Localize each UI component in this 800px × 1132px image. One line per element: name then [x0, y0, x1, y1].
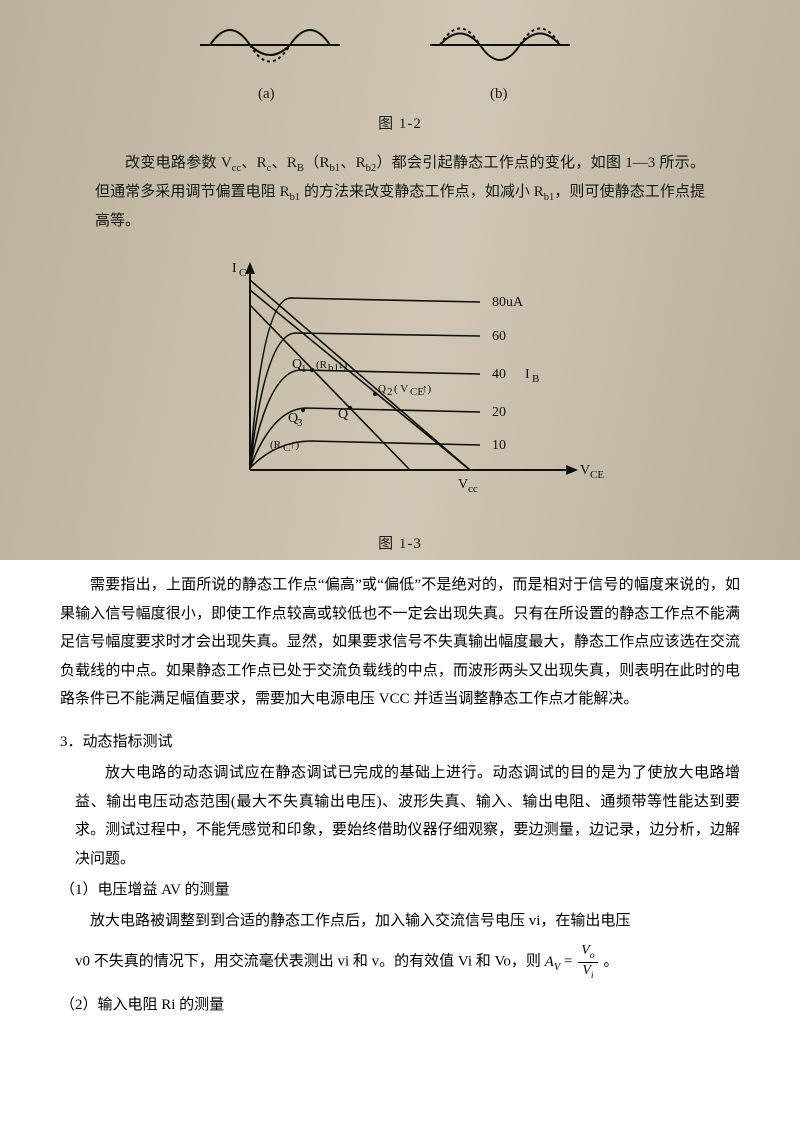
svg-text:3: 3: [297, 417, 303, 429]
ib-value-20: 20: [492, 405, 506, 420]
svg-text:I: I: [525, 367, 530, 382]
svg-text:CE: CE: [590, 469, 604, 481]
svg-text:C: C: [239, 267, 246, 279]
svg-text:V: V: [580, 463, 590, 478]
svg-text:Q: Q: [378, 383, 386, 395]
ib-value-60: 60: [492, 329, 506, 344]
svg-text:1: 1: [301, 363, 307, 375]
svg-text:(R: (R: [316, 359, 328, 371]
photo-paragraph: 改变电路参数 Vcc、Rc、RB（Rb1、Rb2）都会引起静态工作点的变化，如图…: [95, 150, 705, 235]
paragraph-1: 需要指出，上面所说的静态工作点“偏高”或“偏低”不是绝对的，而是相对于信号的幅度…: [60, 571, 740, 714]
svg-text:I: I: [232, 261, 237, 276]
figure-1-2-caption: 图 1-2: [0, 110, 800, 139]
svg-text:↑): ↑): [422, 383, 432, 395]
svg-text:↑): ↑): [290, 439, 300, 451]
section-3-title: 3．动态指标测试: [60, 728, 740, 757]
svg-text:( V: ( V: [394, 383, 408, 395]
item-1-body-b-text: v0 不失真的情况下，用交流毫伏表测出 vi 和 v。的有效值 Vi 和 Vo，…: [75, 954, 545, 970]
ib-value-10: 10: [492, 438, 506, 453]
document-body: 需要指出，上面所说的静态工作点“偏高”或“偏低”不是绝对的，而是相对于信号的幅度…: [0, 560, 800, 1042]
figure-1-2-label-b: (b): [490, 80, 508, 109]
figure-1-3-caption: 图 1-3: [0, 530, 800, 559]
svg-text:B: B: [532, 373, 539, 385]
formula-tail: 。: [603, 954, 618, 970]
figure-1-3-chart: IC VCE 80uA 60 40 IB 20 10 Q1 (Rb1↓) Q2 …: [200, 250, 620, 510]
svg-text:V: V: [458, 477, 468, 492]
ib-value-80: 80uA: [492, 295, 524, 310]
figure-1-2-label-a: (a): [258, 80, 275, 109]
paragraph-2: 放大电路的动态调试应在静态调试已完成的基础上进行。动态调试的目的是为了使放大电路…: [75, 759, 740, 873]
svg-text:cc: cc: [468, 483, 478, 495]
ib-value-40: 40: [492, 367, 506, 382]
svg-text:2: 2: [387, 386, 393, 398]
svg-text:Q: Q: [338, 407, 348, 422]
scanned-photo-region: (a) (b) 图 1-2 改变电路参数 Vcc、Rc、RB（Rb1、Rb2）都…: [0, 0, 800, 560]
item-1-body-a: 放大电路被调整到到合适的静态工作点后，加入输入交流信号电压 vi，在输出电压: [60, 907, 740, 936]
item-1-title: （1）电压增益 AV 的测量: [60, 876, 740, 905]
av-formula: AV = Vo Vi: [545, 943, 600, 981]
svg-text:↓): ↓): [338, 359, 348, 371]
item-1-body-b: v0 不失真的情况下，用交流毫伏表测出 vi 和 v。的有效值 Vi 和 Vo，…: [75, 943, 740, 981]
svg-text:(R: (R: [270, 439, 282, 451]
item-2-title: （2）输入电阻 Ri 的测量: [60, 991, 740, 1020]
figure-1-2-waveforms: [170, 10, 590, 80]
